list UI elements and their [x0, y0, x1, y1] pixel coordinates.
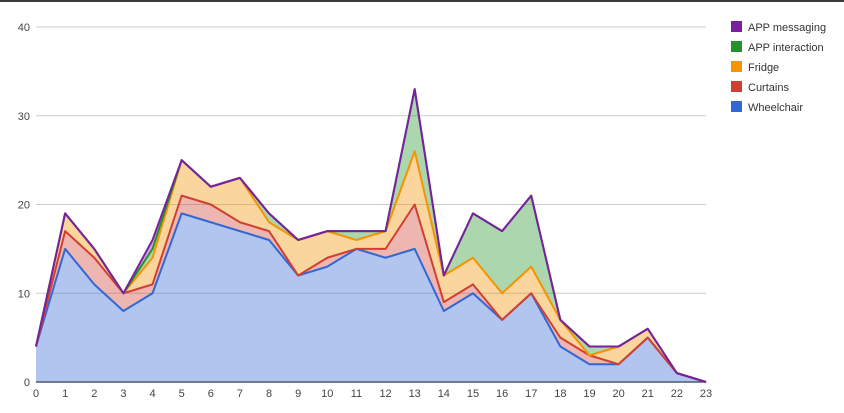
x-tick-label: 16 — [496, 388, 508, 400]
line-wheelchair — [35, 212, 707, 383]
x-tick-label: 2 — [91, 388, 97, 400]
line-fridge — [35, 150, 707, 383]
x-tick-label: 6 — [208, 388, 214, 400]
legend-swatch — [731, 21, 742, 32]
series-lines — [35, 88, 707, 383]
x-axis: 0 1 2 3 4 5 6 7 8 9 10 11 12 13 14 15 16 17 18 19 20 21 22 23 — [33, 388, 712, 400]
x-tick-label: 4 — [149, 388, 155, 400]
legend-item[interactable]: APP messaging — [731, 21, 826, 34]
x-tick-label: 11 — [351, 388, 362, 400]
x-tick-label: 3 — [120, 388, 126, 400]
legend-item[interactable]: Curtains — [731, 81, 789, 94]
x-tick-label: 5 — [179, 388, 185, 400]
y-axis: 0 10 20 30 40 — [18, 22, 30, 389]
legend-swatch — [731, 81, 742, 92]
area-wheelchair — [36, 213, 706, 382]
legend-label: Curtains — [748, 82, 789, 94]
legend-label: Fridge — [748, 62, 779, 74]
legend-label: APP interaction — [748, 42, 824, 54]
line-app-messaging — [35, 88, 707, 383]
x-tick-label: 12 — [379, 388, 391, 400]
x-tick-label: 14 — [438, 388, 450, 400]
x-tick-label: 1 — [62, 388, 68, 400]
legend-item[interactable]: Fridge — [731, 61, 779, 74]
x-tick-label: 7 — [237, 388, 243, 400]
x-tick-label: 20 — [612, 388, 624, 400]
x-tick-label: 22 — [671, 388, 683, 400]
x-tick-label: 10 — [321, 388, 333, 400]
y-tick-label: 40 — [18, 22, 30, 34]
x-tick-label: 17 — [525, 388, 537, 400]
y-tick-label: 0 — [24, 377, 30, 389]
x-tick-label: 15 — [467, 388, 479, 400]
x-tick-label: 8 — [266, 388, 272, 400]
legend-swatch — [731, 61, 742, 72]
x-tick-label: 9 — [295, 388, 301, 400]
x-tick-label: 23 — [700, 388, 712, 400]
x-tick-label: 18 — [554, 388, 566, 400]
legend-label: APP messaging — [748, 22, 826, 34]
line-curtains — [35, 194, 707, 383]
y-tick-label: 30 — [18, 111, 30, 123]
legend-swatch — [731, 101, 742, 112]
x-tick-label: 21 — [642, 388, 654, 400]
x-tick-label: 0 — [33, 388, 39, 400]
legend-label: Wheelchair — [748, 102, 803, 114]
legend-item[interactable]: APP interaction — [731, 41, 824, 54]
legend-swatch — [731, 41, 742, 52]
legend-item[interactable]: Wheelchair — [731, 101, 803, 114]
x-tick-label: 13 — [409, 388, 421, 400]
gridlines — [36, 26, 706, 383]
y-tick-label: 20 — [18, 200, 30, 212]
y-tick-label: 10 — [18, 288, 30, 300]
legend: APP messaging APP interaction Fridge Curtai… — [731, 21, 826, 114]
x-tick-label: 19 — [583, 388, 595, 400]
top-border-line — [0, 0, 844, 2]
